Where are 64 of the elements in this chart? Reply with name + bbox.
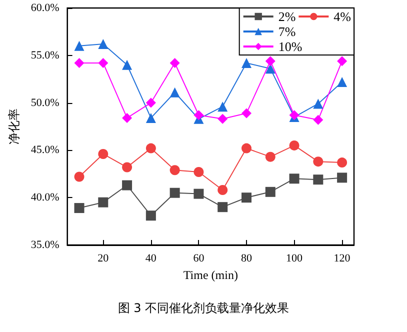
point [74, 172, 84, 182]
point [146, 112, 156, 123]
point [218, 102, 228, 112]
point [218, 185, 228, 196]
legend-label: 7% [278, 24, 296, 39]
point [74, 40, 84, 51]
point [194, 188, 204, 199]
point [146, 210, 156, 221]
point [265, 56, 276, 66]
point [194, 110, 204, 120]
point [337, 158, 348, 168]
point [170, 58, 180, 68]
point [194, 167, 204, 177]
point [241, 58, 252, 68]
point [241, 192, 252, 203]
legend-label: 4% [334, 9, 352, 24]
point [289, 140, 300, 150]
y-tick-label: 35.0% [30, 239, 60, 251]
point [289, 174, 300, 184]
legend-label: 10% [278, 39, 302, 54]
point [337, 172, 348, 183]
y-tick-label: 45.0% [30, 144, 60, 156]
point [122, 112, 132, 123]
point [242, 143, 252, 154]
point [98, 39, 108, 50]
y-tick-label: 60.0% [30, 2, 60, 14]
x-tick-label: 80 [240, 252, 252, 264]
point [313, 114, 324, 125]
point [313, 156, 324, 167]
x-axis-title: Time (min) [183, 268, 238, 282]
y-tick-label: 40.0% [30, 192, 60, 204]
point [265, 186, 276, 197]
point [218, 114, 228, 124]
point [98, 197, 108, 208]
point [122, 60, 132, 70]
point [241, 108, 252, 118]
point [170, 87, 180, 98]
y-axis-title: 净化率 [7, 108, 21, 144]
point [74, 58, 84, 68]
point [98, 148, 108, 159]
point [337, 56, 348, 66]
point [170, 188, 180, 198]
y-tick-label: 55.0% [30, 49, 60, 62]
point [146, 143, 156, 154]
y-tick-label: 50.0% [30, 96, 60, 109]
point [74, 203, 84, 214]
point [98, 58, 108, 68]
point [122, 180, 132, 190]
point [218, 202, 228, 212]
point [313, 174, 324, 185]
point [265, 152, 276, 162]
point [146, 98, 156, 108]
x-tick-label: 100 [286, 252, 304, 264]
legend-label: 2% [278, 9, 296, 24]
point [122, 162, 132, 172]
point [313, 98, 324, 109]
caption: 图 3 不同催化剂负载量净化效果 [116, 300, 290, 317]
x-tick-label: 20 [98, 252, 110, 264]
x-tick-label: 60 [193, 252, 205, 264]
x-tick-label: 40 [145, 252, 157, 264]
x-tick-label: 120 [334, 252, 351, 264]
point [337, 76, 348, 87]
point [265, 64, 276, 74]
point [170, 165, 180, 176]
